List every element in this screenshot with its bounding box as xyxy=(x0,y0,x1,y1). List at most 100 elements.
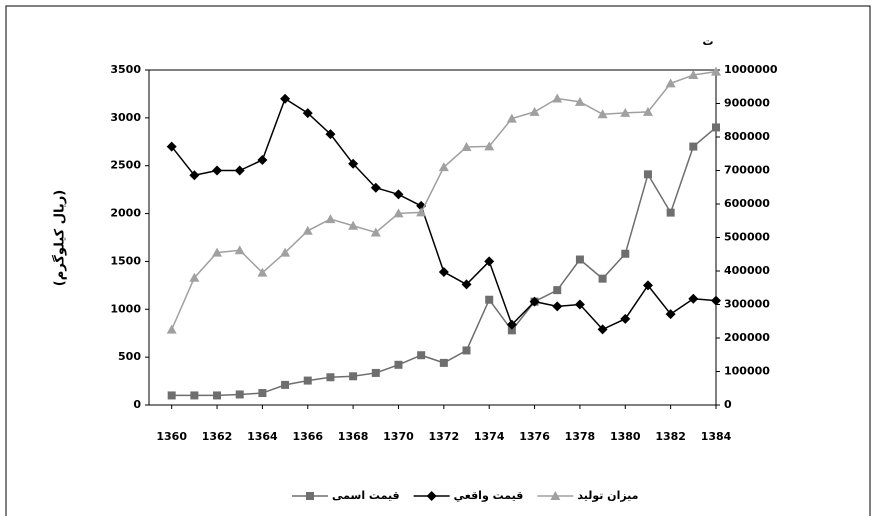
marker xyxy=(325,129,336,140)
marker xyxy=(371,368,380,377)
x-tick-label: 1370 xyxy=(383,430,414,443)
y-tick-label: 0 xyxy=(133,398,141,411)
marker xyxy=(370,182,381,193)
marker xyxy=(213,391,222,400)
marker xyxy=(438,266,449,277)
marker xyxy=(643,170,652,179)
marker xyxy=(665,309,676,320)
y2-tick-label: 700000 xyxy=(724,164,770,177)
marker xyxy=(234,245,245,255)
x-tick-label: 1376 xyxy=(519,430,550,443)
marker xyxy=(302,225,313,235)
marker xyxy=(621,249,630,258)
marker xyxy=(529,106,540,116)
y2-tick-label: 0 xyxy=(724,398,732,411)
x-tick-label: 1380 xyxy=(610,430,641,443)
frame xyxy=(5,5,871,516)
marker xyxy=(506,113,517,123)
marker xyxy=(620,313,631,324)
legend-marker xyxy=(306,492,314,500)
marker xyxy=(303,376,312,385)
marker xyxy=(212,165,223,176)
y-tick-label: 500 xyxy=(118,350,141,363)
marker xyxy=(712,123,720,132)
y-tick-label: 3500 xyxy=(110,63,141,76)
marker xyxy=(552,93,563,103)
marker xyxy=(711,66,721,76)
marker xyxy=(280,93,291,104)
marker xyxy=(688,293,699,304)
marker xyxy=(235,390,244,399)
marker xyxy=(574,299,585,310)
marker xyxy=(166,324,177,334)
marker xyxy=(394,360,403,369)
legend-marker xyxy=(426,491,437,501)
marker xyxy=(642,106,653,116)
marker xyxy=(257,267,268,277)
marker xyxy=(529,296,540,307)
marker xyxy=(234,165,245,176)
marker xyxy=(348,158,359,169)
series-line xyxy=(170,70,717,330)
y2-tick-label: 500000 xyxy=(724,231,770,244)
marker xyxy=(258,389,267,398)
x-tick-label: 1364 xyxy=(247,430,278,443)
marker xyxy=(326,373,335,382)
y2-tick-label: 100000 xyxy=(724,365,770,378)
marker xyxy=(438,162,449,172)
marker xyxy=(485,295,494,304)
x-tick-label: 1384 xyxy=(701,430,732,443)
x-tick-label: 1378 xyxy=(565,430,596,443)
x-tick-label: 1382 xyxy=(655,430,686,443)
x-tick-label: 1372 xyxy=(429,430,460,443)
marker xyxy=(598,274,607,283)
marker xyxy=(280,247,291,257)
marker xyxy=(552,301,563,312)
marker xyxy=(507,326,516,335)
x-tick-label: 1362 xyxy=(202,430,233,443)
y2-tick-label: 900000 xyxy=(724,97,770,110)
marker xyxy=(620,107,631,117)
y2-tick-label: 200000 xyxy=(724,331,770,344)
x-tick-label: 1360 xyxy=(156,430,187,443)
marker xyxy=(281,380,290,389)
marker xyxy=(257,154,268,165)
series-line xyxy=(171,97,717,331)
y2-tick-label: 800000 xyxy=(724,130,770,143)
legend-marker xyxy=(550,491,561,500)
marker xyxy=(370,227,381,237)
marker xyxy=(302,108,313,119)
y-tick-label: 2000 xyxy=(110,207,141,220)
y2-tick-label: 1000000 xyxy=(724,63,778,76)
marker xyxy=(688,70,699,80)
marker xyxy=(349,372,358,381)
marker xyxy=(642,280,653,291)
y2-tick-label: 600000 xyxy=(724,197,770,210)
marker xyxy=(553,286,562,295)
marker xyxy=(506,319,517,330)
marker xyxy=(189,272,200,282)
legend-label: ميزان توليد xyxy=(577,489,638,502)
marker xyxy=(167,391,176,400)
marker xyxy=(461,142,472,152)
marker xyxy=(393,208,404,218)
marker xyxy=(462,346,471,355)
legend-label: قیمت اسمی xyxy=(332,489,400,502)
marker xyxy=(665,78,676,88)
marker xyxy=(711,295,721,306)
marker xyxy=(461,279,472,290)
y2-tick-label: 400000 xyxy=(724,264,770,277)
marker xyxy=(484,256,495,267)
marker xyxy=(597,109,608,119)
marker xyxy=(393,189,404,200)
marker xyxy=(666,208,675,217)
marker xyxy=(417,351,426,360)
y2-axis-label: ت xyxy=(702,35,713,48)
marker xyxy=(189,170,200,181)
marker xyxy=(439,358,448,367)
marker xyxy=(325,214,336,224)
y-tick-label: 3000 xyxy=(110,111,141,124)
legend-label: قيمت واقعي xyxy=(454,489,524,502)
x-tick-label: 1368 xyxy=(338,430,369,443)
